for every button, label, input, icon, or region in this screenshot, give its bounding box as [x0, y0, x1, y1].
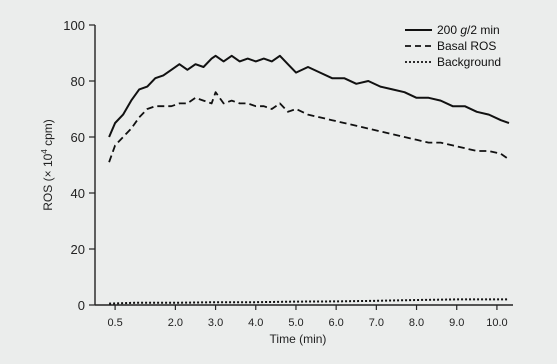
y-axis-title-main: ROS (× 10: [41, 153, 55, 210]
legend-item-background: Background: [405, 55, 501, 69]
x-tick-label: 0.5: [107, 317, 122, 329]
series-line-dashed: [108, 91, 510, 163]
legend-label-200g: 200 g/2 min: [437, 23, 500, 37]
axes: [94, 25, 513, 306]
legend-label-basal: Basal ROS: [437, 39, 496, 53]
legend: 200 g/2 min Basal ROS Background: [405, 23, 501, 69]
x-tick-label: 4.0: [248, 317, 263, 329]
series-line-dotted: [109, 298, 509, 305]
y-tick-label: 20: [71, 242, 85, 257]
y-ticks: 0 20 40 60 80 100: [63, 18, 95, 313]
legend-label-200g-unit: g: [460, 23, 467, 37]
legend-label-200g-number: 200: [437, 23, 460, 37]
x-tick-label: 3.0: [208, 317, 223, 329]
x-tick-label: 5.0: [288, 317, 303, 329]
y-axis-title-unit: cpm): [41, 119, 55, 149]
y-tick-label: 60: [71, 130, 85, 145]
y-axis-title-exponent: 4: [40, 149, 49, 154]
series-line-solid: [108, 54, 510, 138]
x-tick-label: 2.0: [168, 317, 183, 329]
y-axis-title: ROS (× 104 cpm): [40, 119, 55, 210]
y-tick-label: 0: [78, 298, 85, 313]
legend-item-200g: 200 g/2 min: [405, 23, 500, 37]
x-ticks: 0.5 2.0 3.0 4.0 5.0 6.0 7.0 8.0 9.0 10.0: [107, 305, 508, 329]
legend-label-background: Background: [437, 55, 501, 69]
y-tick-label: 80: [71, 74, 85, 89]
x-tick-label: 7.0: [369, 317, 384, 329]
y-tick-label: 40: [71, 186, 85, 201]
x-tick-label: 8.0: [409, 317, 424, 329]
legend-item-basal: Basal ROS: [405, 39, 496, 53]
x-tick-label: 10.0: [486, 317, 507, 329]
legend-label-200g-interval: /2 min: [467, 23, 500, 37]
series-layer: [108, 54, 510, 305]
x-axis-title: Time (min): [270, 332, 327, 346]
y-tick-label: 100: [63, 18, 85, 33]
x-tick-label: 9.0: [449, 317, 464, 329]
x-tick-label: 6.0: [329, 317, 344, 329]
